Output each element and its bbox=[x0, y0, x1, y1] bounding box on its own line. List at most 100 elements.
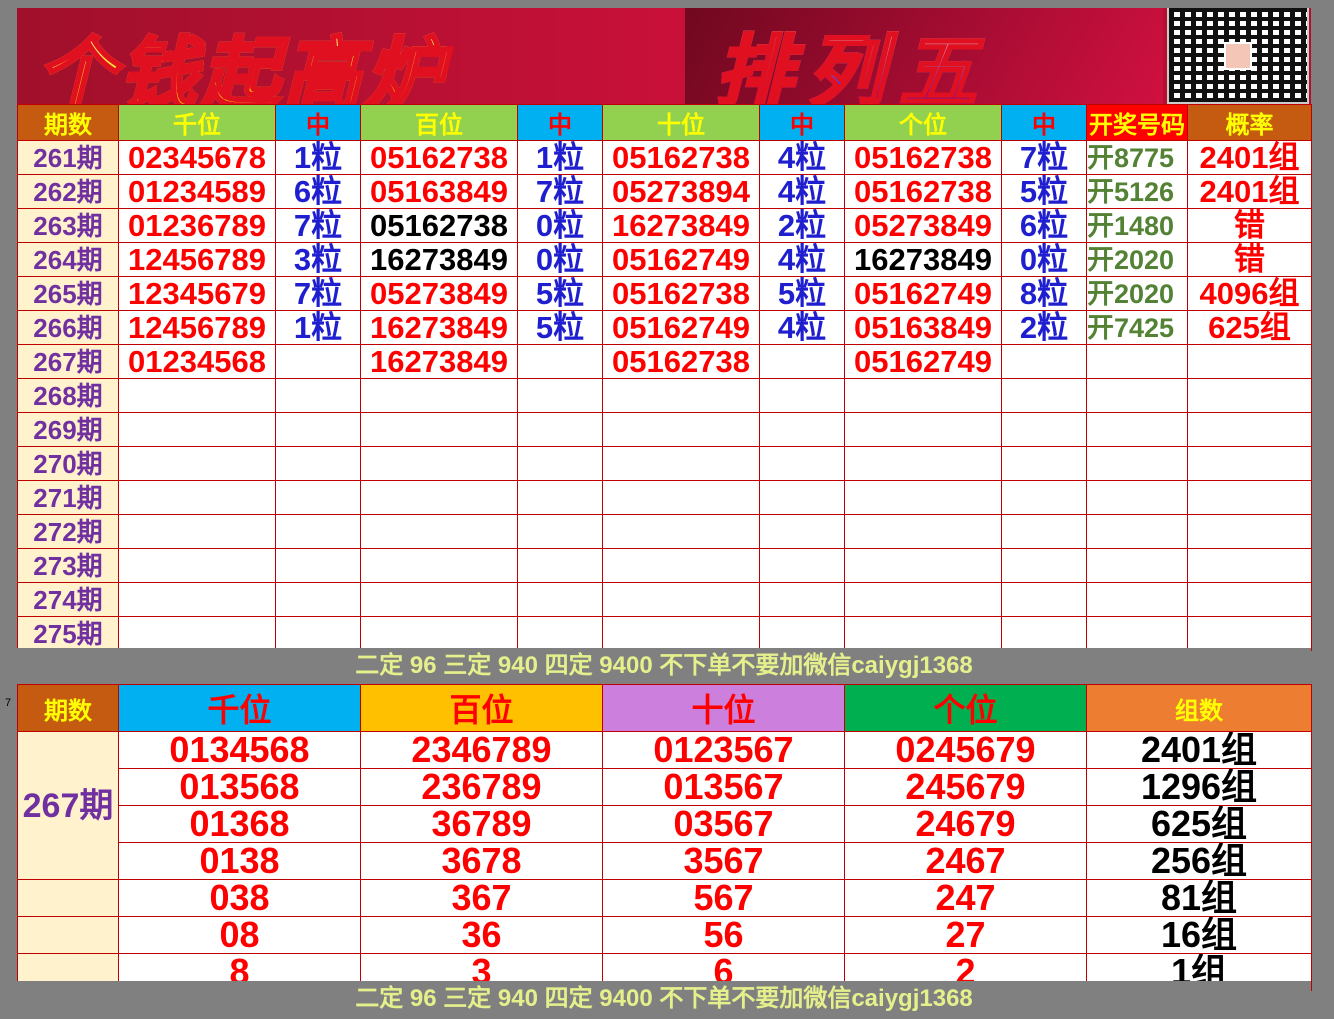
probability-cell[interactable]: 2401组 bbox=[1187, 174, 1312, 209]
column-header[interactable]: 中 bbox=[275, 104, 361, 141]
number-cell[interactable]: 16273849 bbox=[360, 242, 518, 277]
hit-count-cell[interactable] bbox=[517, 514, 603, 549]
number-cell[interactable]: 0245679 bbox=[844, 731, 1087, 769]
group-count-cell[interactable]: 256组 bbox=[1086, 842, 1312, 880]
number-cell[interactable]: 367 bbox=[360, 879, 603, 917]
number-cell[interactable] bbox=[844, 446, 1002, 481]
hit-count-cell[interactable] bbox=[517, 616, 603, 651]
group-count-cell[interactable]: 81组 bbox=[1086, 879, 1312, 917]
hit-count-cell[interactable] bbox=[1001, 446, 1087, 481]
column-header[interactable]: 百位 bbox=[360, 104, 518, 141]
column-header[interactable]: 个位 bbox=[844, 684, 1087, 732]
column-header[interactable]: 中 bbox=[759, 104, 845, 141]
number-cell[interactable]: 16273849 bbox=[844, 242, 1002, 277]
number-cell[interactable]: 03567 bbox=[602, 805, 845, 843]
period-cell[interactable]: 269期 bbox=[17, 412, 119, 447]
period-cell[interactable]: 262期 bbox=[17, 174, 119, 209]
period-cell[interactable]: 275期 bbox=[17, 616, 119, 651]
probability-cell[interactable]: 4096组 bbox=[1187, 276, 1312, 311]
number-cell[interactable]: 01236789 bbox=[118, 208, 276, 243]
hit-count-cell[interactable] bbox=[1001, 412, 1087, 447]
number-cell[interactable] bbox=[602, 480, 760, 515]
hit-count-cell[interactable] bbox=[517, 446, 603, 481]
draw-result-cell[interactable]: 开8775 bbox=[1086, 140, 1188, 175]
hit-count-cell[interactable] bbox=[275, 446, 361, 481]
column-header[interactable]: 开奖号码 bbox=[1086, 104, 1188, 141]
draw-result-cell[interactable] bbox=[1086, 616, 1188, 651]
number-cell[interactable]: 12456789 bbox=[118, 310, 276, 345]
number-cell[interactable] bbox=[118, 548, 276, 583]
column-header[interactable]: 十位 bbox=[602, 684, 845, 732]
number-cell[interactable] bbox=[602, 582, 760, 617]
hit-count-cell[interactable] bbox=[1001, 514, 1087, 549]
probability-cell[interactable] bbox=[1187, 378, 1312, 413]
draw-result-cell[interactable] bbox=[1086, 344, 1188, 379]
period-cell[interactable]: 271期 bbox=[17, 480, 119, 515]
column-header[interactable]: 百位 bbox=[360, 684, 603, 732]
hit-count-cell[interactable] bbox=[1001, 480, 1087, 515]
hit-count-cell[interactable]: 5粒 bbox=[1001, 174, 1087, 209]
hit-count-cell[interactable]: 7粒 bbox=[275, 276, 361, 311]
number-cell[interactable]: 0123567 bbox=[602, 731, 845, 769]
hit-count-cell[interactable]: 5粒 bbox=[517, 310, 603, 345]
probability-cell[interactable]: 2401组 bbox=[1187, 140, 1312, 175]
number-cell[interactable]: 3567 bbox=[602, 842, 845, 880]
number-cell[interactable]: 05162749 bbox=[602, 310, 760, 345]
group-count-cell[interactable]: 2401组 bbox=[1086, 731, 1312, 769]
period-cell[interactable]: 274期 bbox=[17, 582, 119, 617]
hit-count-cell[interactable] bbox=[275, 344, 361, 379]
number-cell[interactable]: 16273849 bbox=[360, 344, 518, 379]
number-cell[interactable]: 16273849 bbox=[602, 208, 760, 243]
hit-count-cell[interactable] bbox=[759, 344, 845, 379]
number-cell[interactable]: 01368 bbox=[118, 805, 361, 843]
period-cell[interactable]: 261期 bbox=[17, 140, 119, 175]
number-cell[interactable]: 05162749 bbox=[844, 276, 1002, 311]
number-cell[interactable]: 05162749 bbox=[602, 242, 760, 277]
number-cell[interactable] bbox=[118, 378, 276, 413]
number-cell[interactable] bbox=[118, 412, 276, 447]
hit-count-cell[interactable] bbox=[517, 378, 603, 413]
number-cell[interactable] bbox=[602, 412, 760, 447]
number-cell[interactable] bbox=[118, 616, 276, 651]
number-cell[interactable] bbox=[360, 514, 518, 549]
hit-count-cell[interactable]: 7粒 bbox=[275, 208, 361, 243]
hit-count-cell[interactable] bbox=[517, 344, 603, 379]
hit-count-cell[interactable]: 8粒 bbox=[1001, 276, 1087, 311]
hit-count-cell[interactable]: 0粒 bbox=[517, 208, 603, 243]
column-header[interactable]: 组数 bbox=[1086, 684, 1312, 732]
number-cell[interactable]: 05273849 bbox=[360, 276, 518, 311]
hit-count-cell[interactable]: 1粒 bbox=[517, 140, 603, 175]
number-cell[interactable]: 05162738 bbox=[360, 140, 518, 175]
draw-result-cell[interactable] bbox=[1086, 480, 1188, 515]
period-cell[interactable]: 270期 bbox=[17, 446, 119, 481]
number-cell[interactable] bbox=[360, 582, 518, 617]
number-cell[interactable]: 05162738 bbox=[602, 140, 760, 175]
number-cell[interactable]: 0138 bbox=[118, 842, 361, 880]
hit-count-cell[interactable] bbox=[1001, 616, 1087, 651]
number-cell[interactable]: 02345678 bbox=[118, 140, 276, 175]
hit-count-cell[interactable]: 1粒 bbox=[275, 140, 361, 175]
hit-count-cell[interactable]: 4粒 bbox=[759, 310, 845, 345]
hit-count-cell[interactable] bbox=[517, 582, 603, 617]
probability-cell[interactable] bbox=[1187, 480, 1312, 515]
probability-cell[interactable]: 错 bbox=[1187, 242, 1312, 277]
hit-count-cell[interactable] bbox=[1001, 582, 1087, 617]
hit-count-cell[interactable]: 5粒 bbox=[759, 276, 845, 311]
number-cell[interactable]: 038 bbox=[118, 879, 361, 917]
column-header[interactable]: 中 bbox=[517, 104, 603, 141]
group-count-cell[interactable]: 1296组 bbox=[1086, 768, 1312, 806]
number-cell[interactable]: 05163849 bbox=[844, 310, 1002, 345]
hit-count-cell[interactable]: 7粒 bbox=[517, 174, 603, 209]
period-cell[interactable]: 268期 bbox=[17, 378, 119, 413]
number-cell[interactable] bbox=[844, 412, 1002, 447]
period-cell[interactable] bbox=[17, 916, 119, 954]
number-cell[interactable]: 05162738 bbox=[844, 140, 1002, 175]
number-cell[interactable] bbox=[602, 378, 760, 413]
draw-result-cell[interactable]: 开1480 bbox=[1086, 208, 1188, 243]
number-cell[interactable] bbox=[602, 514, 760, 549]
number-cell[interactable] bbox=[360, 446, 518, 481]
number-cell[interactable]: 08 bbox=[118, 916, 361, 954]
number-cell[interactable]: 05162738 bbox=[844, 174, 1002, 209]
hit-count-cell[interactable] bbox=[275, 378, 361, 413]
column-header[interactable]: 千位 bbox=[118, 684, 361, 732]
